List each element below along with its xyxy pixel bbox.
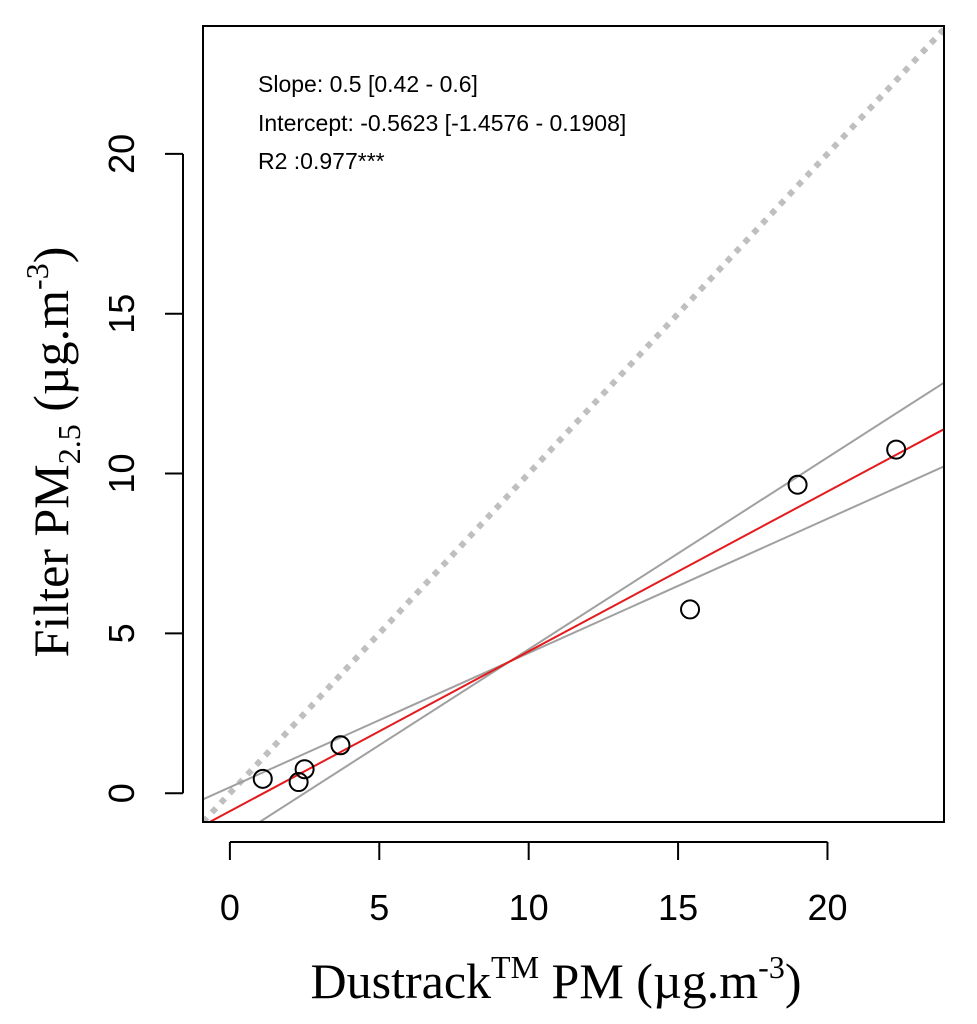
- annotation-r2: R2 :0.977***: [258, 148, 385, 174]
- y-tick-label: 15: [101, 294, 142, 334]
- regression-line: [207, 428, 944, 822]
- annotation-slope: Slope: 0.5 [0.42 - 0.6]: [258, 71, 478, 97]
- x-tick-label: 0: [220, 887, 240, 928]
- data-points: [252, 439, 907, 793]
- x-tick-label: 15: [658, 887, 698, 928]
- confidence-line-upper: [257, 381, 944, 822]
- plot-frame: [202, 25, 945, 823]
- plot-area: [203, 27, 944, 822]
- data-point-4: [330, 735, 351, 756]
- data-point-7: [886, 439, 907, 460]
- data-point-2: [288, 772, 309, 793]
- y-axis: 0 5 10 15 20: [101, 134, 184, 803]
- annotation-intercept: Intercept: -0.5623 [-1.4576 - 0.1908]: [258, 110, 626, 136]
- confidence-line-lower: [203, 465, 944, 801]
- x-tick-label: 10: [509, 887, 549, 928]
- y-tick-label: 0: [101, 783, 142, 803]
- y-tick-label: 20: [101, 134, 142, 174]
- x-tick-label: 20: [807, 887, 847, 928]
- y-tick-label: 5: [101, 623, 142, 643]
- data-point-1: [252, 768, 273, 789]
- x-tick-label: 5: [369, 887, 389, 928]
- stats-annotation: Slope: 0.5 [0.42 - 0.6] Intercept: -0.56…: [258, 71, 626, 174]
- x-axis-title: DustrackTM PM (µg.m-3): [311, 949, 802, 1009]
- x-axis: 0 5 10 15 20: [220, 841, 847, 928]
- data-point-6: [787, 474, 808, 495]
- data-point-5: [680, 599, 701, 620]
- y-axis-title: Filter PM2.5 (µg.m-3): [19, 247, 87, 658]
- y-tick-label: 10: [101, 454, 142, 494]
- data-point-3: [294, 759, 315, 780]
